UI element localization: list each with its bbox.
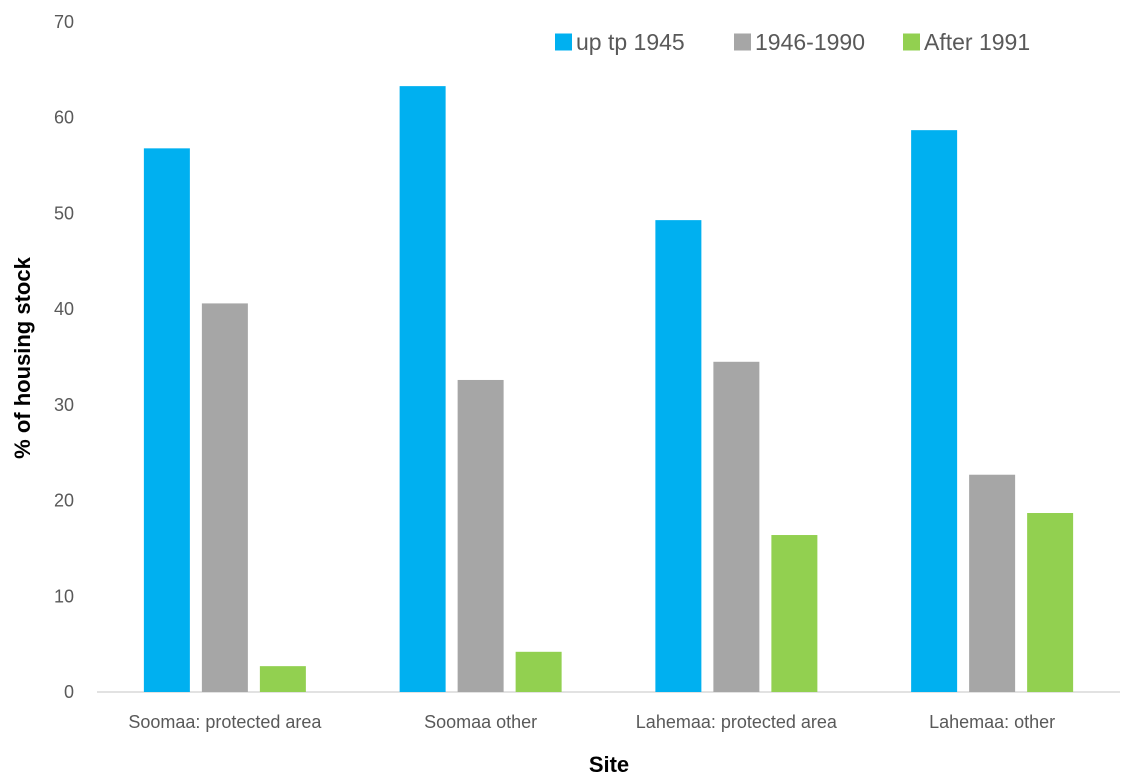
legend-label: After 1991 [924,29,1030,55]
y-axis-ticks: 0 10 20 30 40 50 60 70 [54,12,74,702]
legend-swatch [555,33,572,51]
x-tick-label: Soomaa other [424,712,537,732]
legend-swatch [734,33,751,51]
bar [911,130,958,692]
x-axis-title: Site [589,752,629,777]
bar [515,651,562,692]
y-tick-label: 0 [64,682,74,702]
bar [1027,513,1074,692]
y-tick-label: 70 [54,12,74,32]
y-tick-label: 20 [54,491,74,511]
x-axis-ticks: Soomaa: protected area Soomaa other Lahema… [128,712,1055,732]
bar [457,379,504,692]
bar [771,535,818,692]
y-axis-title: % of housing stock [10,256,35,458]
bar [201,303,248,692]
bar [713,361,760,692]
x-tick-label: Soomaa: protected area [128,712,322,732]
bars [143,86,1074,693]
y-tick-label: 40 [54,299,74,319]
legend: up tp 1945 1946-1990 After 1991 [555,29,1030,55]
x-tick-label: Lahemaa: protected area [636,712,838,732]
y-tick-label: 60 [54,108,74,128]
y-tick-label: 10 [54,586,74,606]
bar [399,86,446,693]
legend-label: up tp 1945 [576,29,685,55]
bar [143,148,190,693]
legend-label: 1946-1990 [755,29,865,55]
y-tick-label: 50 [54,203,74,223]
x-tick-label: Lahemaa: other [929,712,1055,732]
bar [655,220,702,692]
bar [969,474,1016,692]
bar [259,666,306,692]
y-tick-label: 30 [54,395,74,415]
legend-swatch [903,33,920,51]
